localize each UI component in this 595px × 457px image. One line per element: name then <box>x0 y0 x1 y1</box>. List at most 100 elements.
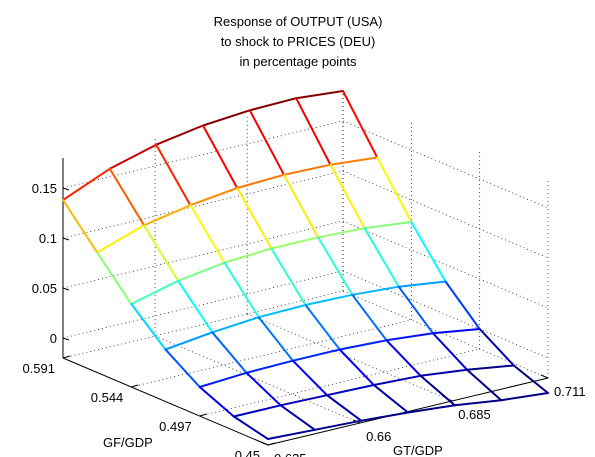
mesh-y-segment-6-1 <box>376 156 413 223</box>
mesh-y-segment-1-3 <box>211 331 248 374</box>
mesh-x-segment-1-3 <box>236 173 285 189</box>
mesh-y-segment-2-3 <box>257 316 294 362</box>
back-wall-z-gridline-1 <box>62 220 344 289</box>
z-tick-label-0: 0 <box>50 331 57 346</box>
mesh-y-segment-6-2 <box>410 221 447 283</box>
mesh-x-segment-2-5 <box>363 221 413 230</box>
mesh-x-segment-4-4 <box>385 332 434 342</box>
mesh-y-segment-5-4 <box>431 332 468 371</box>
floor-x-gridline-2 <box>247 313 453 402</box>
y-tick-label-1: 0.497 <box>159 419 192 434</box>
tick-labels: 0 0.05 0.1 0.15 0.45 0.497 0.544 0.591 0.635 0.66… <box>22 181 585 457</box>
mesh-x-segment-1-0 <box>96 224 145 254</box>
mesh-x-segment-3-1 <box>211 316 260 334</box>
mesh-y-segment-6-0 <box>342 90 379 159</box>
mesh-x-segment-6-5 <box>500 392 549 402</box>
y-tick-mark-0 <box>267 442 276 446</box>
mesh-y-segment-2-2 <box>223 261 260 319</box>
mesh-x-segment-6-0 <box>267 428 316 440</box>
y-tick-mark-3 <box>62 355 71 359</box>
side-wall-z-gridline-0 <box>342 270 549 359</box>
mesh-y-segment-1-5 <box>279 404 316 431</box>
mesh-x-segment-0-2 <box>155 124 204 146</box>
back-wall-z-gridline-0 <box>62 270 344 339</box>
mesh-y-segment-0-2 <box>130 303 167 351</box>
mesh-x-segment-3-5 <box>397 280 447 288</box>
mesh-x-segment-6-4 <box>453 399 503 407</box>
mesh-x-segment-0-0 <box>62 167 111 201</box>
mesh-x-segment-0-5 <box>295 90 344 100</box>
z-tick-mark-1 <box>62 287 70 291</box>
mesh-y-segment-0-0 <box>62 199 99 254</box>
y-axis-line <box>62 357 269 446</box>
mesh-y-segment-4-4 <box>385 339 422 377</box>
mesh-x-segment-5-2 <box>326 384 375 397</box>
title-line-1: Response of OUTPUT (USA) <box>214 14 383 29</box>
x-tick-mark-3 <box>540 374 549 379</box>
surface-mesh <box>62 90 549 440</box>
mesh-y-segment-3-5 <box>372 384 409 414</box>
mesh-x-segment-2-4 <box>317 227 366 239</box>
mesh-y-segment-4-5 <box>419 374 456 407</box>
mesh-y-segment-5-0 <box>295 97 332 166</box>
mesh-y-segment-3-1 <box>236 187 273 250</box>
mesh-x-segment-1-1 <box>143 204 192 227</box>
floor-x-gridline-3 <box>342 290 549 379</box>
z-tick-label-3: 0.15 <box>32 181 57 196</box>
mesh-x-segment-4-3 <box>338 339 388 351</box>
mesh-x-segment-2-1 <box>177 261 226 282</box>
y-tick-mark-1 <box>199 413 207 417</box>
mesh-y-segment-1-2 <box>177 279 214 334</box>
mesh-x-segment-6-2 <box>360 411 409 422</box>
mesh-x-segment-2-0 <box>130 279 180 305</box>
mesh-x-segment-0-1 <box>108 143 158 170</box>
mesh-y-segment-2-1 <box>189 204 226 264</box>
mesh-y-segment-1-0 <box>108 167 145 227</box>
mesh-y-segment-5-1 <box>329 163 366 230</box>
floor-y-gridline-2 <box>131 319 412 388</box>
back-wall-z-gridline-3 <box>62 120 344 189</box>
mesh-x-segment-0-3 <box>202 109 251 127</box>
mesh-x-segment-3-4 <box>351 285 400 296</box>
side-wall-z-gridline-1 <box>342 220 549 309</box>
mesh-y-segment-0-3 <box>164 348 201 388</box>
title-line-3: in percentage points <box>239 54 357 69</box>
mesh-y-segment-4-1 <box>283 173 320 239</box>
mesh-y-segment-0-5 <box>232 415 269 440</box>
chart-title: Response of OUTPUT (USA) to shock to PRI… <box>214 14 383 69</box>
x-tick-label-3: 0.711 <box>554 384 586 399</box>
z-tick-label-1: 0.05 <box>32 281 57 296</box>
z-tick-mark-3 <box>62 187 70 191</box>
mesh-y-segment-1-1 <box>143 224 180 282</box>
mesh-y-segment-6-3 <box>444 280 481 330</box>
x-axis-label: GT/GDP <box>393 443 443 457</box>
mesh-x-segment-5-5 <box>466 364 515 371</box>
title-line-2: to shock to PRICES (DEU) <box>221 34 376 49</box>
mesh-x-segment-4-1 <box>245 359 294 374</box>
y-tick-label-2: 0.544 <box>91 390 124 405</box>
mesh-y-segment-3-3 <box>304 304 341 351</box>
mesh-y-segment-4-0 <box>248 109 285 176</box>
floor-y-gridline-1 <box>199 348 480 417</box>
mesh-y-segment-3-0 <box>202 124 239 189</box>
mesh-y-segment-3-2 <box>270 247 307 306</box>
x-tick-label-2: 0.685 <box>458 407 491 422</box>
mesh-y-segment-3-4 <box>338 348 375 386</box>
mesh-y-segment-2-4 <box>291 359 328 397</box>
mesh-y-segment-2-0 <box>155 143 192 207</box>
mesh-x-segment-5-3 <box>372 374 422 386</box>
grid-lines <box>62 91 549 446</box>
mesh-y-segment-1-4 <box>245 371 282 407</box>
mesh-y-segment-0-1 <box>96 251 133 305</box>
mesh-x-segment-4-2 <box>291 348 341 362</box>
mesh-x-segment-0-4 <box>248 97 298 112</box>
mesh-y-segment-2-5 <box>326 394 363 422</box>
z-tick-mark-2 <box>62 237 70 241</box>
mesh-x-segment-2-3 <box>270 236 320 250</box>
mesh-x-segment-6-1 <box>313 419 363 431</box>
mesh-x-segment-6-3 <box>407 404 456 414</box>
side-wall-z-gridline-3 <box>342 120 549 209</box>
mesh-x-segment-1-4 <box>283 163 332 176</box>
z-tick-label-2: 0.1 <box>39 231 57 246</box>
